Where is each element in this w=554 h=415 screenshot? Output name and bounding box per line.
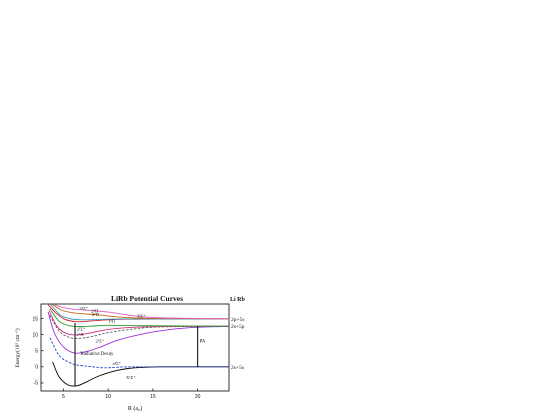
x-tick-label: 15 [150, 394, 156, 400]
asymptote-label: 2s+5p [231, 324, 245, 330]
series-curve [48, 310, 229, 336]
curve-label: 2³Π [91, 308, 99, 313]
series-curve [52, 304, 229, 320]
y-axis-label: Energy(10³ cm⁻¹) [14, 328, 21, 367]
y-tick-label: -5 [34, 381, 39, 387]
series-curve [54, 304, 229, 320]
curve-label: 1¹Π [77, 332, 85, 337]
curve-label: 2¹Π [92, 312, 100, 317]
curve-label: 1³Π [108, 318, 116, 323]
series-curve [49, 308, 229, 328]
curve-label: 3¹Σ⁺ [79, 306, 88, 311]
asymptote-label: 2s+5s [231, 365, 244, 371]
x-tick-label: 20 [195, 394, 201, 400]
asymptote-label: 2p+5s [231, 317, 245, 323]
x-tick-label: 10 [105, 394, 111, 400]
series-curve [50, 304, 229, 321]
curve-label: 2³Σ⁺ [77, 326, 86, 331]
y-tick-label: 5 [35, 349, 38, 355]
annotation-label: PA [199, 340, 205, 345]
curve-label: 3³Σ⁺ [137, 314, 146, 319]
series-curve [49, 337, 229, 369]
x-axis-label: R (a₀) [128, 405, 142, 412]
annotation-label: Radiative Decay [80, 352, 114, 357]
corner-label: Li Rb [230, 297, 246, 303]
x-tick-label: 5 [62, 394, 65, 400]
series-curve [52, 361, 229, 387]
curve-label: a³Σ⁺ [113, 361, 122, 366]
plot-frame [40, 303, 230, 392]
y-tick-label: 10 [32, 332, 38, 338]
series-curve [47, 311, 229, 354]
y-tick-label: 0 [35, 365, 38, 371]
curve-label: 2¹Σ⁺ [96, 338, 105, 343]
series-curve [49, 315, 229, 339]
chart-title: LiRb Potential Curves [111, 294, 183, 303]
y-tick-label: 15 [32, 316, 38, 322]
curve-label: X¹Σ⁺ [126, 375, 136, 380]
